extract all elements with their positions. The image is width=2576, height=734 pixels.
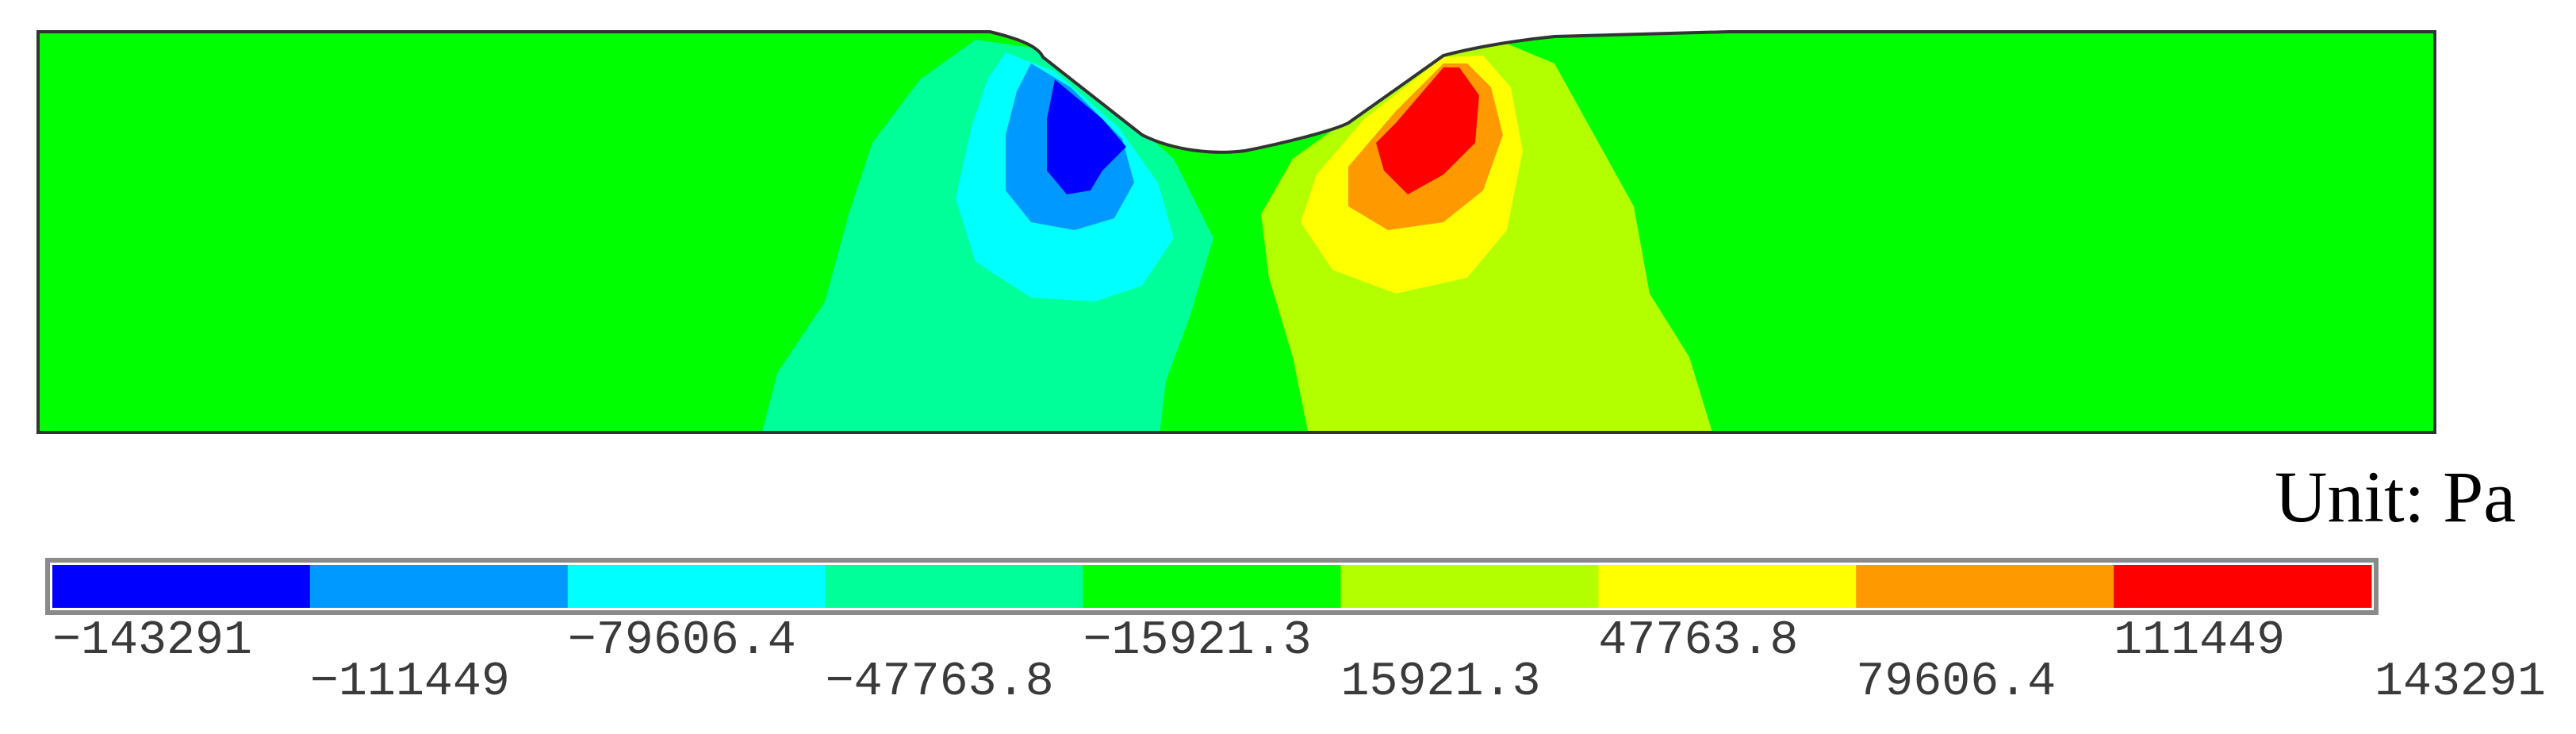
specimen-body [38, 32, 2435, 432]
legend-tick-label: −111449 [309, 655, 510, 709]
legend-tick-label: −47763.8 [825, 655, 1054, 709]
legend-tick-label: 47763.8 [1598, 614, 1799, 668]
legend-tick-label: 15921.3 [1340, 655, 1541, 709]
legend-tick-label: −143291 [52, 614, 253, 668]
legend-tick-label: −15921.3 [1083, 614, 1312, 668]
region-band-9 [1376, 67, 1479, 194]
specimen-outline [36, 30, 2436, 434]
legend-band-3 [567, 565, 826, 608]
unit-label: Unit: Pa [2275, 456, 2517, 537]
legend-band-5 [1083, 565, 1341, 608]
legend-band-4 [825, 565, 1084, 608]
legend-band-6 [1340, 565, 1599, 608]
legend-band-9 [2114, 565, 2372, 608]
legend-band-8 [1856, 565, 2114, 608]
legend-tick-label: 143291 [2375, 655, 2547, 709]
region-near-zero [38, 32, 2435, 432]
color-legend [45, 558, 2379, 615]
legend-band-1 [52, 565, 311, 608]
legend-band-7 [1598, 565, 1857, 608]
legend-band-2 [309, 565, 569, 608]
region-band-1 [1047, 79, 1126, 194]
legend-tick-label: 79606.4 [1856, 655, 2057, 709]
legend-tick-label: 111449 [2114, 614, 2286, 668]
legend-tick-label: −79606.4 [567, 614, 796, 668]
legend-frame [45, 558, 2379, 615]
